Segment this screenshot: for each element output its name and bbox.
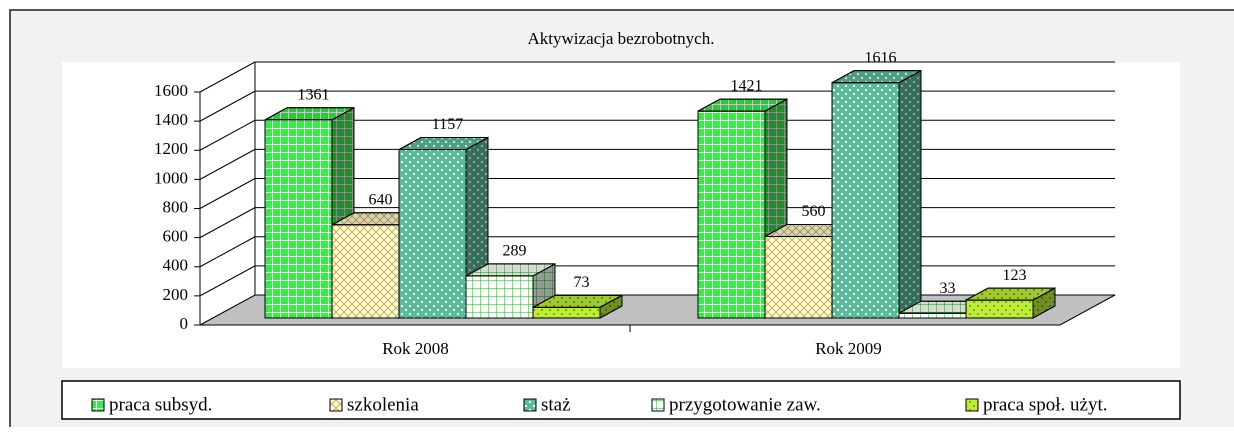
y-tick-label: 1000 xyxy=(154,168,188,187)
grid-line xyxy=(199,236,256,268)
legend-label: szkolenia xyxy=(347,394,419,415)
y-tick-label: 0 xyxy=(180,314,189,333)
bar xyxy=(831,69,922,319)
bar-top-shade xyxy=(398,137,489,151)
y-tick-label: 1200 xyxy=(154,139,188,158)
legend-label: praca społ. użyt. xyxy=(983,394,1108,415)
y-tick-label: 200 xyxy=(163,285,189,304)
bar xyxy=(264,106,355,319)
legend-label: staż xyxy=(541,394,571,415)
grid-line xyxy=(199,119,256,151)
bar-top-shade xyxy=(831,70,922,84)
bar xyxy=(532,294,623,319)
grid-line xyxy=(199,207,256,239)
bar-top-shade xyxy=(465,263,556,277)
legend-label: praca subsyd. xyxy=(109,394,212,415)
legend-swatch xyxy=(651,398,665,412)
y-tick-label: 1400 xyxy=(154,110,188,129)
legend xyxy=(61,380,1181,420)
data-label: 560 xyxy=(802,203,826,220)
data-label: 1157 xyxy=(432,116,463,133)
x-tick-label: Rok 2009 xyxy=(815,339,882,358)
bar-front xyxy=(697,110,766,319)
x-tick-label: Rok 2008 xyxy=(382,339,449,358)
data-label: 1361 xyxy=(298,86,330,103)
legend-label: przygotowanie zaw. xyxy=(669,394,821,415)
bar-top-shade xyxy=(532,294,623,308)
grid-line xyxy=(199,148,256,180)
bar-top-shade xyxy=(965,287,1056,301)
data-label: 33 xyxy=(940,280,956,297)
bar-side-shade xyxy=(898,69,922,319)
bar-front xyxy=(831,82,900,319)
data-label: 123 xyxy=(1003,267,1027,284)
bar-front xyxy=(898,312,967,319)
grid-line xyxy=(199,178,256,209)
bar-top-shade xyxy=(697,98,788,112)
bar-front xyxy=(398,149,467,319)
grid-line xyxy=(199,61,256,93)
legend-swatch xyxy=(965,398,979,412)
chart-title: Aktywizacja bezrobotnych. xyxy=(528,29,715,48)
bar-front xyxy=(532,306,601,319)
data-label: 73 xyxy=(574,274,590,291)
data-label: 640 xyxy=(369,191,393,208)
y-tick-label: 800 xyxy=(163,197,189,216)
data-label: 1616 xyxy=(865,49,897,66)
bar-front xyxy=(331,224,400,319)
grid-line xyxy=(199,265,256,297)
legend-swatch xyxy=(329,398,343,412)
data-label: 289 xyxy=(503,243,527,260)
y-tick-label: 600 xyxy=(163,227,189,246)
legend-swatch xyxy=(523,398,537,412)
y-tick-label: 400 xyxy=(163,256,189,275)
bar xyxy=(965,287,1056,319)
data-label: 1421 xyxy=(731,78,763,95)
bar-top-shade xyxy=(264,107,355,121)
grid-line xyxy=(199,90,256,122)
bar-front xyxy=(965,299,1034,319)
legend-swatch xyxy=(91,398,105,412)
y-tick-label: 1600 xyxy=(154,81,188,100)
bar-front xyxy=(764,235,833,319)
bar-front xyxy=(264,119,333,319)
bar-front xyxy=(465,275,534,319)
